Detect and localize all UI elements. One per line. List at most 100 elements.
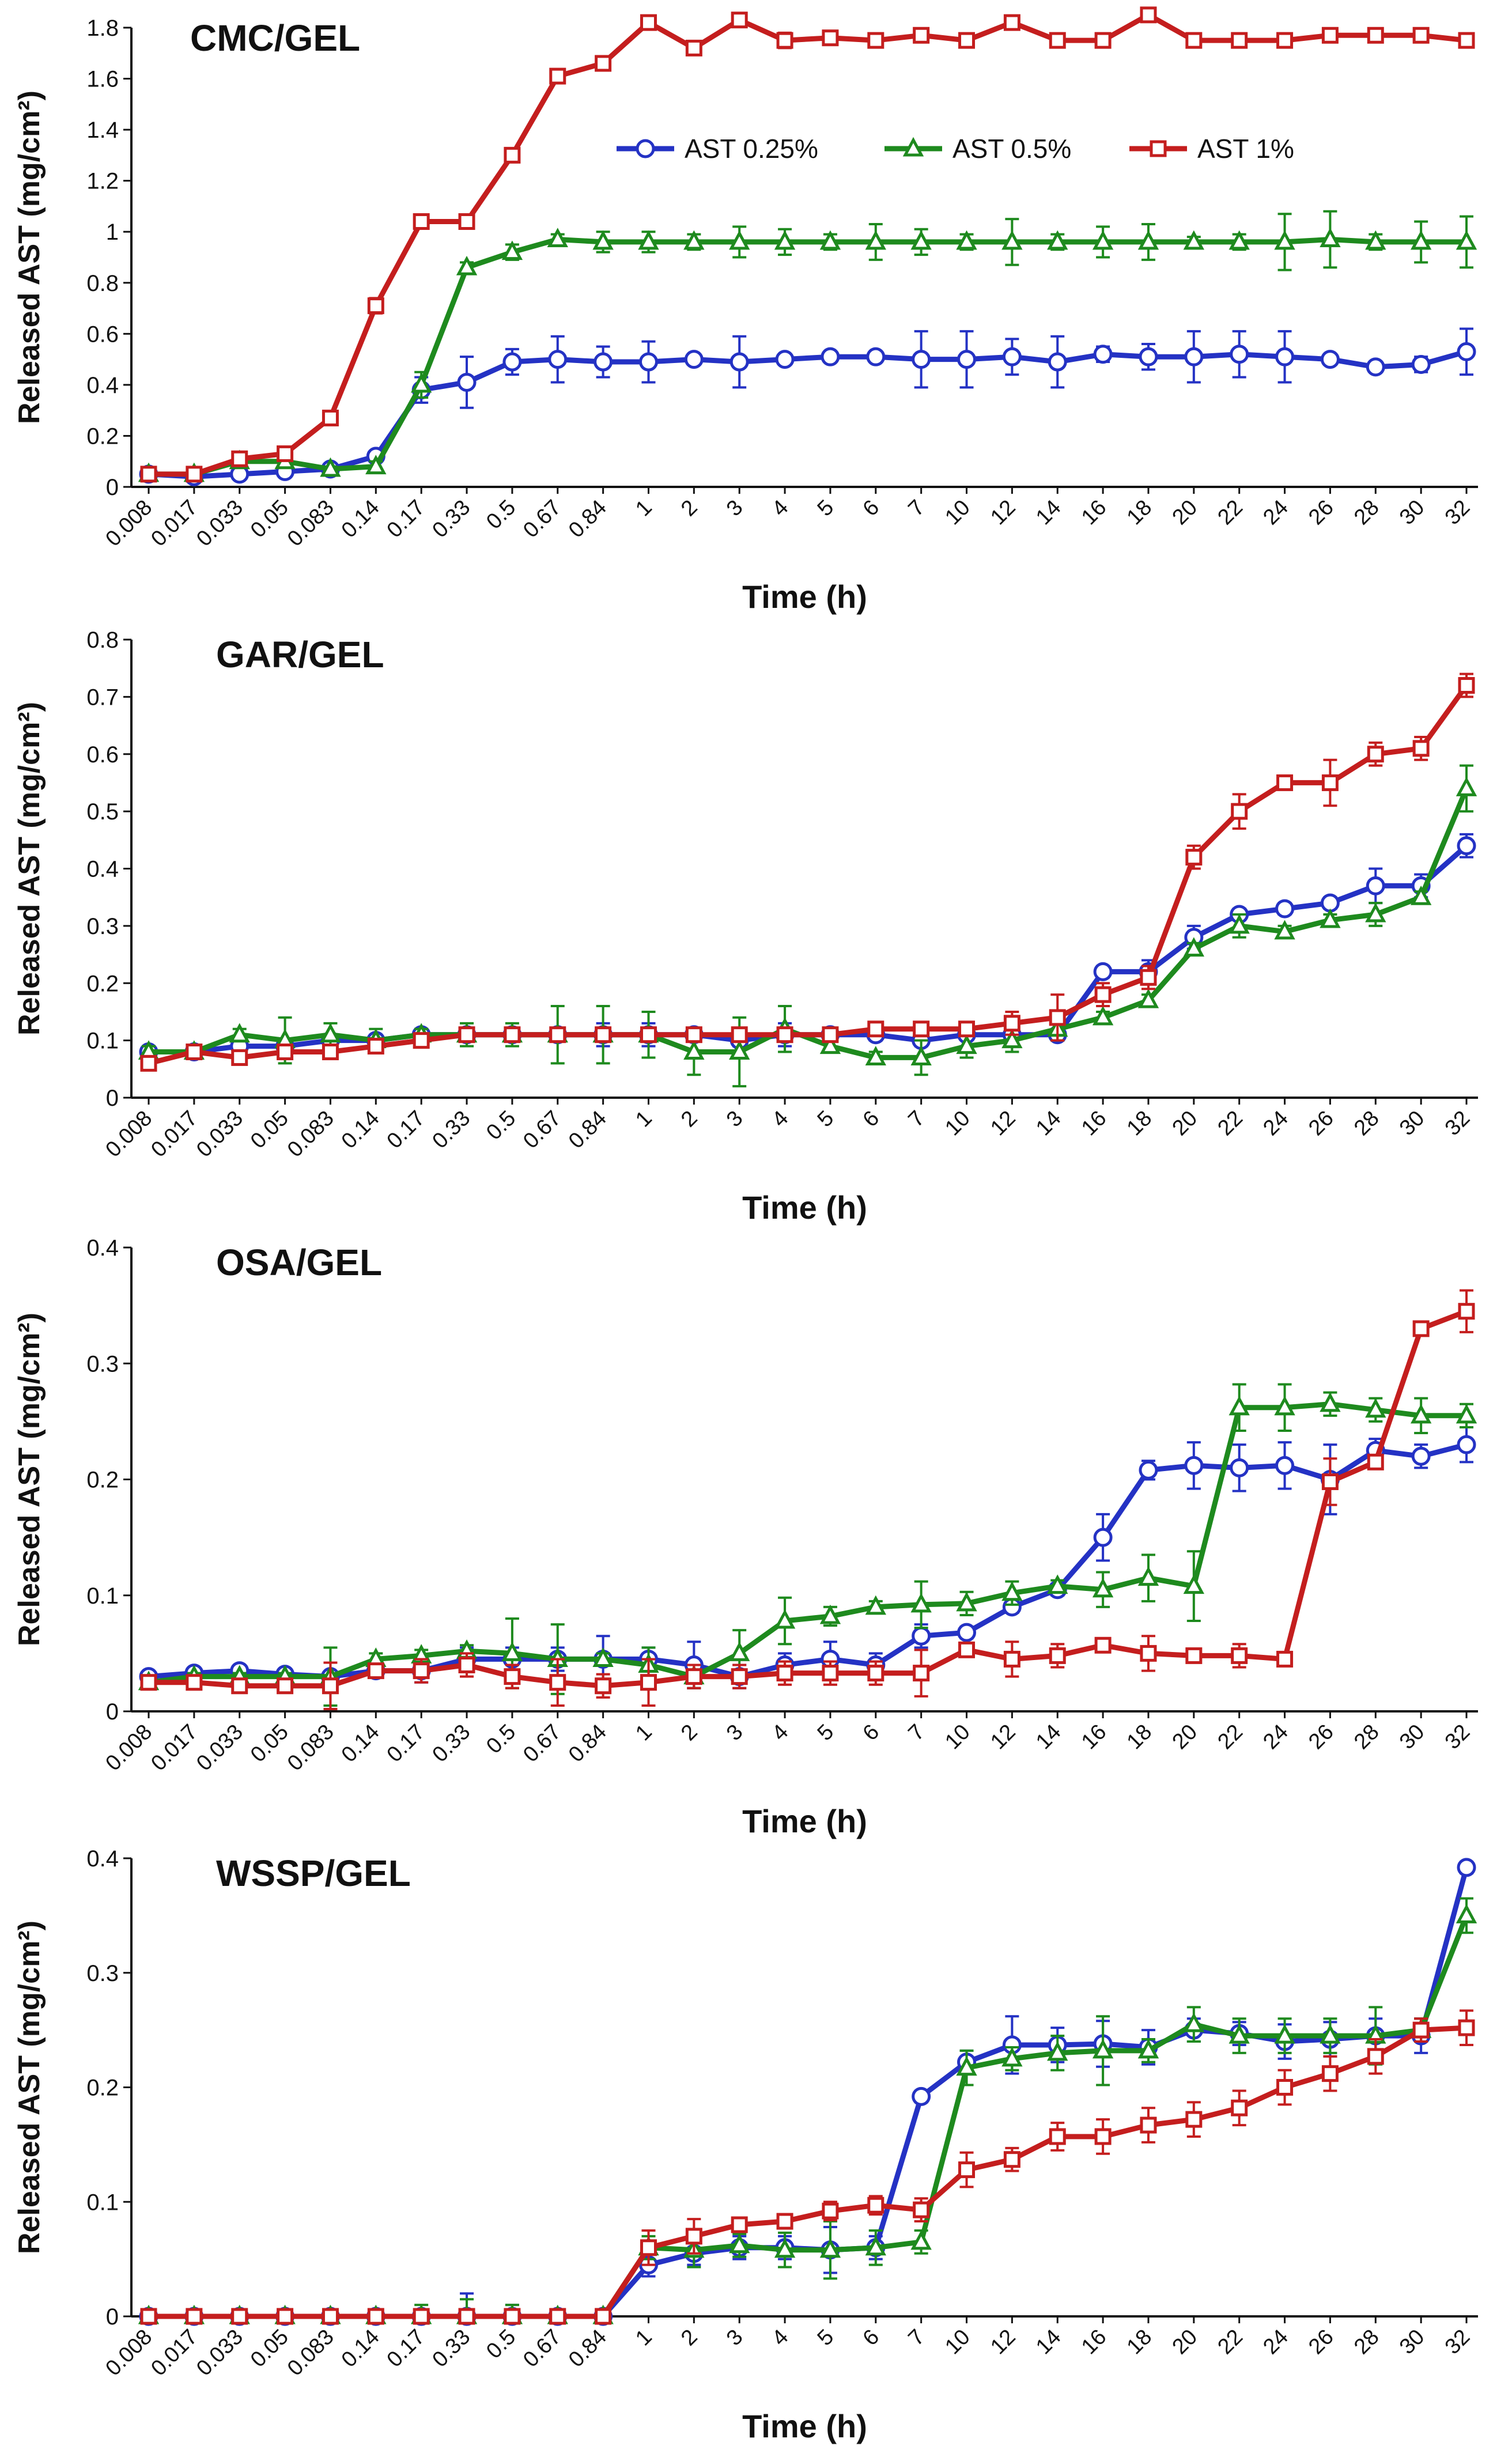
legend-marker (636, 139, 655, 158)
data-point (277, 1044, 294, 1060)
x-tick-label: 0.14 (337, 1106, 384, 1154)
x-tick-label: 3 (722, 1720, 748, 1746)
data-point (592, 230, 614, 250)
series-ast-0-25- (139, 1426, 1476, 1689)
x-tick-label: 16 (1077, 2325, 1112, 2360)
x-tick-label: 28 (1350, 496, 1384, 530)
data-point (1458, 2019, 1475, 2036)
data-point (913, 1665, 930, 1682)
data-point (1366, 357, 1385, 377)
data-point (1365, 902, 1386, 923)
data-point (819, 230, 841, 250)
y-tick-label: 0.1 (86, 2190, 119, 2215)
data-point (774, 1609, 796, 1629)
data-point (322, 1044, 339, 1060)
data-point (1321, 1473, 1339, 1491)
data-point (1231, 2099, 1248, 2116)
y-tick-label: 0.8 (86, 271, 119, 296)
data-point (458, 1657, 475, 1673)
data-point (320, 457, 341, 477)
data-point (1139, 347, 1158, 366)
data-point (774, 230, 796, 250)
x-tick-label: 2 (676, 2325, 702, 2351)
data-point (504, 1026, 521, 1044)
data-point (685, 2228, 702, 2245)
x-tick-label: 0.083 (283, 1720, 339, 1776)
data-point (548, 350, 568, 369)
data-point (1275, 347, 1295, 366)
data-point (775, 350, 795, 369)
x-tick-label: 14 (1031, 2325, 1066, 2360)
data-point (822, 2202, 839, 2220)
x-tick-label: 0.033 (192, 2325, 248, 2381)
data-point (1001, 2047, 1023, 2067)
data-point (1275, 899, 1295, 918)
x-tick-label: 12 (986, 2325, 1020, 2360)
x-tick-label: 28 (1350, 1720, 1384, 1755)
data-point (1093, 962, 1113, 981)
data-point (1228, 2024, 1250, 2044)
data-point (458, 1026, 475, 1044)
y-tick-label: 0 (106, 475, 119, 500)
data-point (685, 1026, 702, 1044)
data-point (1320, 350, 1340, 369)
data-point (1002, 347, 1022, 366)
data-point (413, 1032, 430, 1049)
data-point (1094, 2128, 1112, 2145)
data-point (1365, 1398, 1386, 1418)
x-tick-label: 0.083 (283, 1106, 339, 1162)
x-tick-label: 22 (1213, 1106, 1248, 1141)
data-point (910, 230, 932, 250)
data-point (958, 1641, 976, 1658)
data-point (1412, 2021, 1430, 2039)
data-point (367, 2308, 384, 2325)
data-point (1320, 1392, 1341, 1412)
data-point (867, 32, 884, 49)
data-point (683, 230, 705, 250)
x-tick-label: 20 (1168, 496, 1203, 530)
data-point (1140, 6, 1157, 24)
data-point (186, 466, 203, 483)
x-tick-label: 4 (768, 496, 793, 521)
x-tick-label: 1 (631, 1720, 657, 1746)
data-point (956, 2056, 977, 2076)
data-point (912, 350, 931, 369)
data-point (1047, 2041, 1068, 2061)
legend-marker (1150, 140, 1167, 157)
y-tick-label: 1.4 (86, 118, 119, 143)
data-point (1049, 2128, 1066, 2145)
data-point (913, 2201, 930, 2218)
y-tick-label: 0 (106, 1086, 119, 1111)
data-point (1411, 1446, 1431, 1466)
data-point (458, 213, 475, 230)
series-line (149, 237, 1466, 477)
y-tick-label: 0.2 (86, 971, 119, 996)
data-point (1276, 2079, 1294, 2096)
data-point (456, 255, 478, 275)
data-point (1228, 1396, 1250, 1416)
x-tick-label: 26 (1304, 2325, 1339, 2360)
data-point (458, 2308, 475, 2325)
data-point (1139, 1460, 1158, 1480)
data-point (549, 67, 566, 85)
data-point (1320, 908, 1341, 928)
data-point (957, 350, 977, 369)
x-tick-label: 24 (1258, 496, 1293, 530)
y-tick-label: 0 (106, 2304, 119, 2330)
data-point (504, 2308, 521, 2325)
data-point (731, 1668, 748, 1685)
x-tick-label: 26 (1304, 496, 1339, 530)
data-point (731, 2216, 748, 2233)
y-tick-label: 0.5 (86, 799, 119, 825)
data-point (1274, 920, 1295, 940)
data-point (1093, 1528, 1113, 1547)
x-tick-label: 10 (940, 1720, 975, 1755)
data-point (1276, 32, 1294, 49)
data-point (1231, 803, 1248, 820)
data-point (501, 1642, 523, 1661)
data-point (140, 2308, 157, 2325)
data-point (912, 2086, 931, 2106)
data-point (502, 352, 522, 372)
x-tick-label: 10 (940, 1106, 975, 1141)
data-point (1367, 27, 1384, 44)
